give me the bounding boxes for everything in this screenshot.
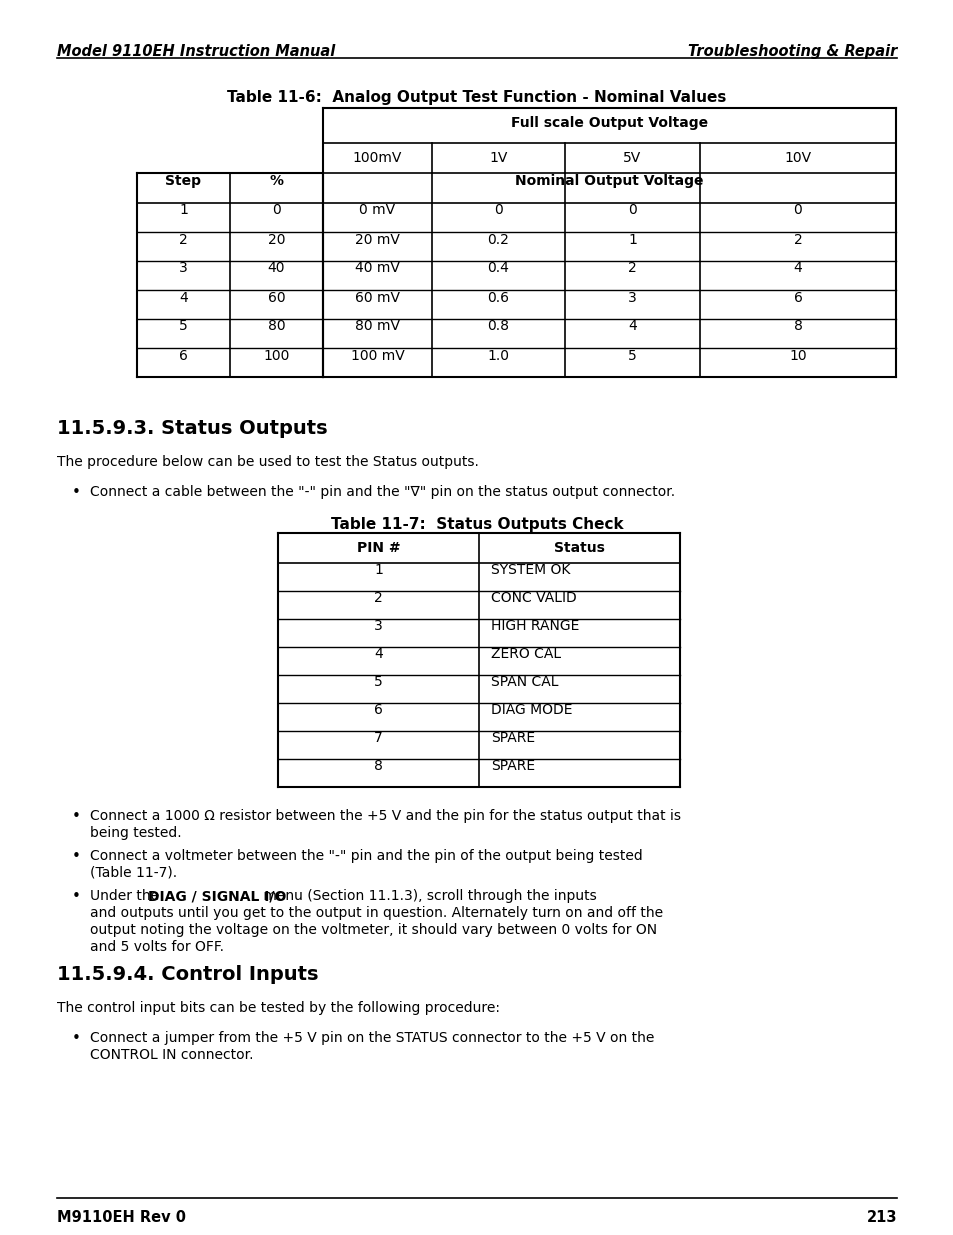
Text: 3: 3 bbox=[374, 619, 382, 634]
Text: 7: 7 bbox=[374, 731, 382, 745]
Text: ZERO CAL: ZERO CAL bbox=[491, 647, 560, 661]
Text: 100: 100 bbox=[263, 348, 290, 363]
Text: 1: 1 bbox=[179, 204, 188, 217]
Text: 11.5.9.4. Control Inputs: 11.5.9.4. Control Inputs bbox=[57, 965, 318, 984]
Text: 8: 8 bbox=[793, 320, 801, 333]
Text: Full scale Output Voltage: Full scale Output Voltage bbox=[511, 116, 707, 130]
Text: 10: 10 bbox=[788, 348, 806, 363]
Text: Status: Status bbox=[554, 541, 604, 555]
Text: DIAG / SIGNAL I/O: DIAG / SIGNAL I/O bbox=[149, 889, 287, 903]
Text: Connect a 1000 Ω resistor between the +5 V and the pin for the status output tha: Connect a 1000 Ω resistor between the +5… bbox=[90, 809, 680, 823]
Text: •: • bbox=[71, 848, 80, 864]
Text: SPAN CAL: SPAN CAL bbox=[491, 676, 558, 689]
Text: M9110EH Rev 0: M9110EH Rev 0 bbox=[57, 1210, 186, 1225]
Text: 80 mV: 80 mV bbox=[355, 320, 399, 333]
Text: Connect a cable between the "-" pin and the "∇" pin on the status output connect: Connect a cable between the "-" pin and … bbox=[90, 485, 675, 499]
Text: 2: 2 bbox=[793, 232, 801, 247]
Text: 5V: 5V bbox=[622, 151, 641, 165]
Text: %: % bbox=[269, 174, 283, 188]
Text: and 5 volts for OFF.: and 5 volts for OFF. bbox=[90, 940, 224, 953]
Text: 0.2: 0.2 bbox=[487, 232, 509, 247]
Text: 2: 2 bbox=[374, 592, 382, 605]
Text: 2: 2 bbox=[179, 232, 188, 247]
Text: The procedure below can be used to test the Status outputs.: The procedure below can be used to test … bbox=[57, 454, 478, 469]
Text: 4: 4 bbox=[374, 647, 382, 661]
Text: 0: 0 bbox=[494, 204, 502, 217]
Text: being tested.: being tested. bbox=[90, 826, 181, 840]
Text: 0: 0 bbox=[627, 204, 637, 217]
Text: Table 11-7:  Status Outputs Check: Table 11-7: Status Outputs Check bbox=[331, 517, 622, 532]
Text: 0.4: 0.4 bbox=[487, 262, 509, 275]
Text: 1.0: 1.0 bbox=[487, 348, 509, 363]
Text: 4: 4 bbox=[793, 262, 801, 275]
Text: 80: 80 bbox=[268, 320, 285, 333]
Text: •: • bbox=[71, 889, 80, 904]
Text: and outputs until you get to the output in question. Alternately turn on and off: and outputs until you get to the output … bbox=[90, 906, 662, 920]
Text: The control input bits can be tested by the following procedure:: The control input bits can be tested by … bbox=[57, 1002, 499, 1015]
Text: output noting the voltage on the voltmeter, it should vary between 0 volts for O: output noting the voltage on the voltmet… bbox=[90, 923, 657, 937]
Text: 6: 6 bbox=[179, 348, 188, 363]
Text: 8: 8 bbox=[374, 760, 382, 773]
Text: •: • bbox=[71, 1031, 80, 1046]
Text: SPARE: SPARE bbox=[491, 731, 535, 745]
Text: 5: 5 bbox=[627, 348, 637, 363]
Text: •: • bbox=[71, 485, 80, 500]
Text: CONTROL IN connector.: CONTROL IN connector. bbox=[90, 1049, 253, 1062]
Text: 0.6: 0.6 bbox=[487, 290, 509, 305]
Text: 5: 5 bbox=[374, 676, 382, 689]
Text: SPARE: SPARE bbox=[491, 760, 535, 773]
Text: 1V: 1V bbox=[489, 151, 507, 165]
Text: 20 mV: 20 mV bbox=[355, 232, 399, 247]
Text: 5: 5 bbox=[179, 320, 188, 333]
Text: 11.5.9.3. Status Outputs: 11.5.9.3. Status Outputs bbox=[57, 419, 327, 438]
Text: 100mV: 100mV bbox=[353, 151, 402, 165]
Text: CONC VALID: CONC VALID bbox=[491, 592, 577, 605]
Text: 0: 0 bbox=[793, 204, 801, 217]
Text: 10V: 10V bbox=[783, 151, 811, 165]
Text: Connect a voltmeter between the "-" pin and the pin of the output being tested: Connect a voltmeter between the "-" pin … bbox=[90, 848, 642, 863]
Text: 40: 40 bbox=[268, 262, 285, 275]
Text: Model 9110EH Instruction Manual: Model 9110EH Instruction Manual bbox=[57, 44, 335, 59]
Text: Nominal Output Voltage: Nominal Output Voltage bbox=[515, 174, 703, 188]
Text: 3: 3 bbox=[627, 290, 637, 305]
Text: Connect a jumper from the +5 V pin on the STATUS connector to the +5 V on the: Connect a jumper from the +5 V pin on th… bbox=[90, 1031, 654, 1045]
Text: HIGH RANGE: HIGH RANGE bbox=[491, 619, 578, 634]
Text: menu (Section 11.1.3), scroll through the inputs: menu (Section 11.1.3), scroll through th… bbox=[258, 889, 597, 903]
Text: 100 mV: 100 mV bbox=[351, 348, 404, 363]
Text: 1: 1 bbox=[374, 563, 382, 577]
Text: 20: 20 bbox=[268, 232, 285, 247]
Text: 3: 3 bbox=[179, 262, 188, 275]
Text: Troubleshooting & Repair: Troubleshooting & Repair bbox=[687, 44, 896, 59]
Text: 4: 4 bbox=[627, 320, 637, 333]
Text: Step: Step bbox=[165, 174, 201, 188]
Text: (Table 11-7).: (Table 11-7). bbox=[90, 866, 177, 881]
Text: 0 mV: 0 mV bbox=[359, 204, 395, 217]
Text: SYSTEM OK: SYSTEM OK bbox=[491, 563, 570, 577]
Text: Table 11-6:  Analog Output Test Function - Nominal Values: Table 11-6: Analog Output Test Function … bbox=[227, 90, 726, 105]
Text: 213: 213 bbox=[865, 1210, 896, 1225]
Text: 0.8: 0.8 bbox=[487, 320, 509, 333]
Text: 4: 4 bbox=[179, 290, 188, 305]
Text: 6: 6 bbox=[793, 290, 801, 305]
Text: 40 mV: 40 mV bbox=[355, 262, 399, 275]
Text: DIAG MODE: DIAG MODE bbox=[491, 703, 572, 718]
Text: 6: 6 bbox=[374, 703, 382, 718]
Text: 1: 1 bbox=[627, 232, 637, 247]
Text: 60: 60 bbox=[268, 290, 285, 305]
Text: 2: 2 bbox=[627, 262, 637, 275]
Text: Under the: Under the bbox=[90, 889, 163, 903]
Text: 0: 0 bbox=[272, 204, 280, 217]
Text: •: • bbox=[71, 809, 80, 824]
Text: PIN #: PIN # bbox=[356, 541, 400, 555]
Text: 60 mV: 60 mV bbox=[355, 290, 399, 305]
